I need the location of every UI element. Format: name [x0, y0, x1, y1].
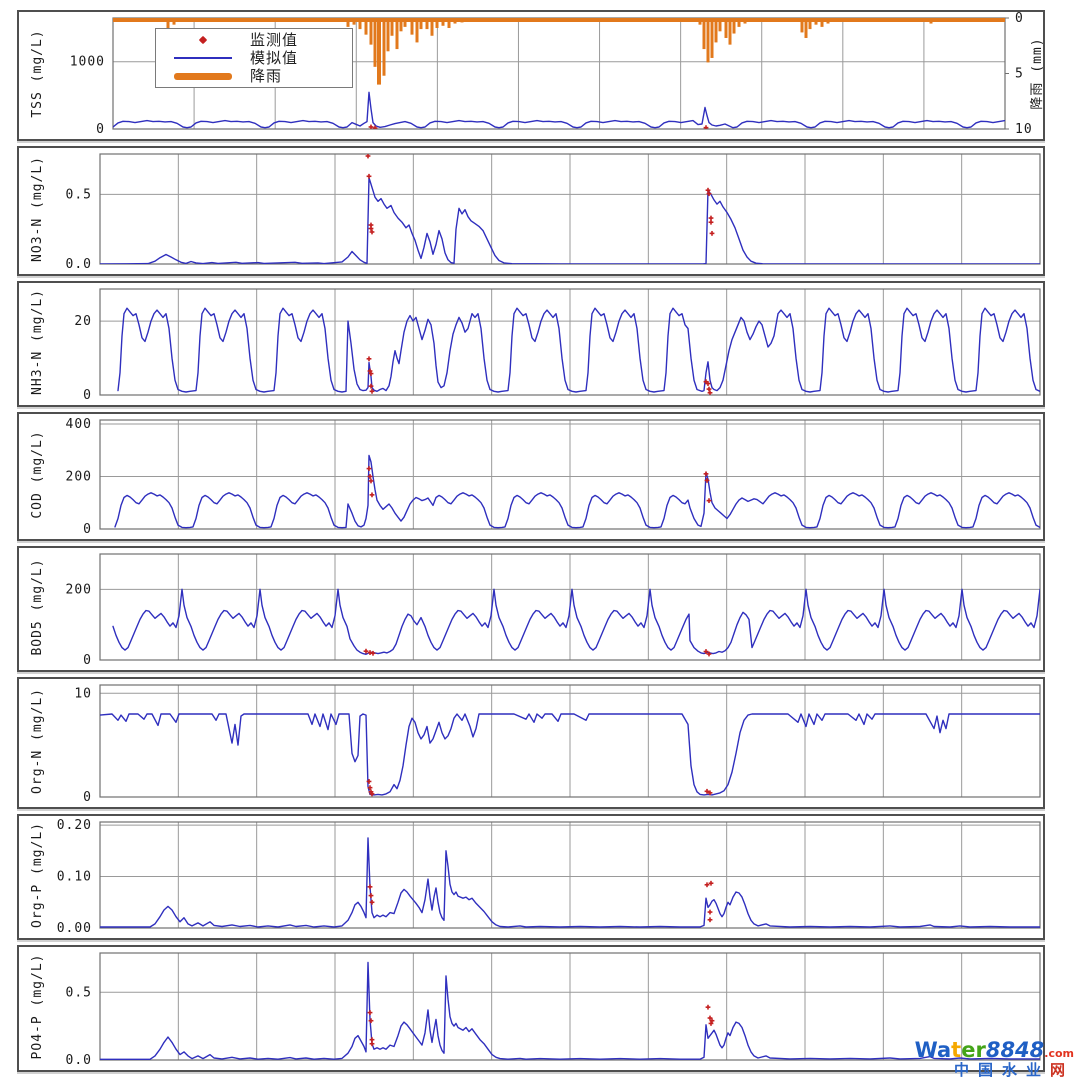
tss-chart: 1000 0 TSS (mg/L) 0 5 10 降雨 (mm) [30, 12, 1043, 137]
panel-bod5: 200 0 BOD5 (mg/L) [17, 546, 1045, 672]
watermark-part: .com [1044, 1047, 1074, 1061]
svg-text:Org-N (mg/L): Org-N (mg/L) [30, 688, 45, 794]
svg-text:Org-P (mg/L): Org-P (mg/L) [30, 822, 45, 928]
legend-item-simulated: 模拟值 [156, 49, 352, 67]
svg-text:10: 10 [74, 686, 92, 701]
svg-text:TSS (mg/L): TSS (mg/L) [30, 29, 45, 117]
svg-text:0: 0 [1015, 12, 1024, 26]
svg-text:0.20: 0.20 [57, 818, 92, 833]
svg-text:PO4-P (mg/L): PO4-P (mg/L) [30, 954, 45, 1060]
legend-rainfall-label: 降雨 [250, 67, 283, 85]
watermark-part: er [961, 1038, 986, 1063]
svg-text:NO3-N (mg/L): NO3-N (mg/L) [30, 156, 45, 262]
watermark-chinese-name: 中国水业网 [915, 1061, 1074, 1080]
watermark-part: 中国水业 [953, 1061, 1050, 1080]
svg-text:10: 10 [1015, 122, 1033, 137]
orgn-chart: 10 0 Org-N (mg/L) [30, 684, 1041, 805]
svg-text:0: 0 [96, 122, 105, 137]
svg-text:200: 200 [66, 469, 92, 484]
orgp-chart: 0.20 0.10 0.00 Org-P (mg/L) [30, 818, 1041, 936]
panel-po4p: 0.5 0.0 PO4-P (mg/L) [17, 945, 1045, 1072]
svg-text:COD (mg/L): COD (mg/L) [30, 430, 45, 518]
legend-simulated-label: 模拟值 [250, 49, 299, 67]
svg-text:0.0: 0.0 [66, 1053, 92, 1068]
legend: 监测值 模拟值 降雨 [155, 28, 353, 88]
svg-text:降雨 (mm): 降雨 (mm) [1030, 37, 1043, 109]
bod5-chart: 200 0 BOD5 (mg/L) [30, 553, 1041, 668]
svg-text:400: 400 [66, 417, 92, 432]
legend-monitored-label: 监测值 [250, 31, 299, 49]
panel-no3n: 0.5 0.0 NO3-N (mg/L) [17, 146, 1045, 276]
watermark-part: t [951, 1038, 962, 1063]
svg-text:NH3-N (mg/L): NH3-N (mg/L) [30, 289, 45, 395]
panel-orgn: 10 0 Org-N (mg/L) [17, 677, 1045, 809]
panel-tss: 1000 0 TSS (mg/L) 0 5 10 降雨 (mm) 监测值 模拟值 降雨 [17, 10, 1045, 141]
water8848-watermark: Water8848.com 中国水业网 [915, 1039, 1074, 1079]
svg-text:1000: 1000 [70, 55, 105, 70]
panel-cod: 400 200 0 COD (mg/L) [17, 412, 1045, 541]
legend-item-monitored: 监测值 [156, 31, 352, 49]
svg-text:5: 5 [1015, 67, 1024, 82]
watermark-part: 网 [1049, 1061, 1074, 1080]
svg-text:0: 0 [83, 522, 92, 537]
svg-text:200: 200 [66, 582, 92, 597]
legend-monitored-marker-icon [198, 35, 208, 45]
svg-text:0.0: 0.0 [66, 257, 92, 272]
watermark-part: Wa [914, 1038, 952, 1063]
legend-item-rainfall: 降雨 [156, 67, 352, 85]
panel-nh3n: 20 0 NH3-N (mg/L) [17, 281, 1045, 407]
po4p-chart: 0.5 0.0 PO4-P (mg/L) [30, 952, 1041, 1068]
watermark-brand: Water8848.com [915, 1039, 1074, 1061]
nh3n-chart: 20 0 NH3-N (mg/L) [30, 288, 1041, 403]
svg-text:0.00: 0.00 [57, 921, 92, 936]
cod-chart: 400 200 0 COD (mg/L) [30, 417, 1041, 537]
svg-text:0.5: 0.5 [66, 187, 92, 202]
svg-text:0.5: 0.5 [66, 985, 92, 1000]
legend-rainfall-line-icon [174, 72, 232, 80]
watermark-part: 8848 [985, 1038, 1045, 1063]
svg-text:20: 20 [74, 314, 92, 329]
svg-text:BOD5 (mg/L): BOD5 (mg/L) [30, 558, 45, 655]
svg-text:0: 0 [83, 653, 92, 668]
panel-orgp: 0.20 0.10 0.00 Org-P (mg/L) [17, 814, 1045, 940]
no3n-chart: 0.5 0.0 NO3-N (mg/L) [30, 153, 1041, 272]
svg-text:0: 0 [83, 388, 92, 403]
svg-text:0.10: 0.10 [57, 870, 92, 885]
svg-text:0: 0 [83, 790, 92, 805]
legend-simulated-line-icon [174, 57, 232, 59]
